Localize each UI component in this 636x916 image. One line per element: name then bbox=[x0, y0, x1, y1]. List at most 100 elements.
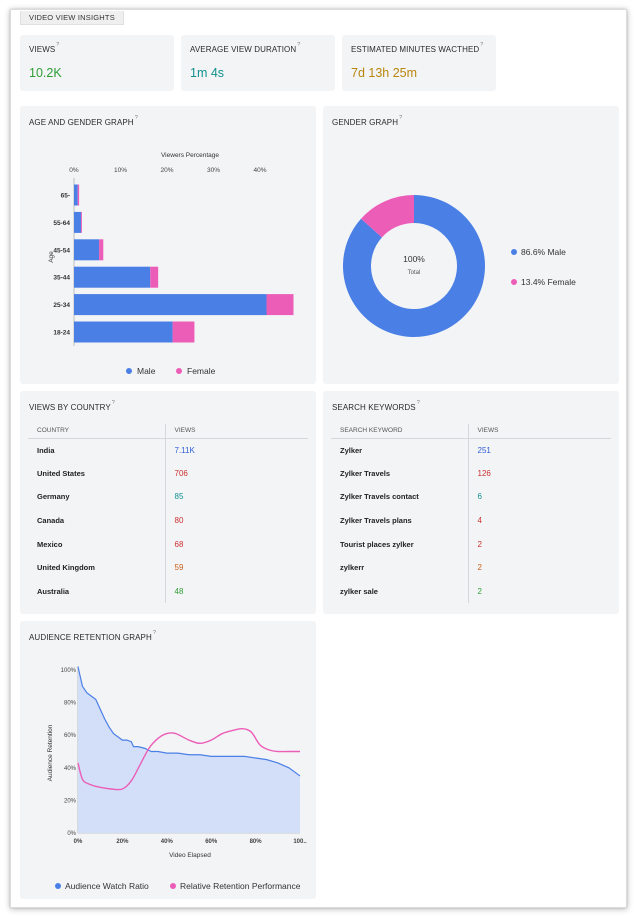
y-axis-label: Age bbox=[48, 251, 55, 263]
legend-label[interactable]: Relative Retention Performance bbox=[180, 881, 301, 891]
help-icon[interactable]: ? bbox=[111, 400, 115, 406]
male-bar[interactable] bbox=[74, 321, 173, 343]
row-name: Tourist places zylker bbox=[331, 532, 469, 556]
row-views: 4 bbox=[477, 516, 482, 526]
table-row[interactable]: zylkerr 2 bbox=[331, 555, 611, 580]
help-icon[interactable]: ? bbox=[416, 400, 420, 406]
legend-label[interactable]: Audience Watch Ratio bbox=[65, 881, 149, 891]
row-views: 7.11K bbox=[174, 445, 195, 455]
search-keywords-card: SEARCH KEYWORDS? SEARCH KEYWORD VIEWS Zy… bbox=[323, 391, 619, 614]
table-row[interactable]: United States 706 bbox=[28, 461, 308, 486]
female-bar[interactable] bbox=[150, 266, 159, 288]
legend-label[interactable]: Female bbox=[187, 366, 216, 376]
table-row[interactable]: Germany 85 bbox=[28, 485, 308, 509]
x-tick-label: 20% bbox=[160, 167, 173, 174]
views-by-country-title: VIEWS BY COUNTRY bbox=[29, 403, 111, 412]
avg-duration-title: AVERAGE VIEW DURATION bbox=[190, 45, 297, 54]
views-card: VIEWS? 10.2K bbox=[20, 35, 174, 91]
row-name: Mexico bbox=[28, 532, 166, 556]
donut-center-value: 100% bbox=[403, 254, 425, 264]
row-name: Zylker Travels bbox=[331, 461, 469, 486]
views-value: 10.2K bbox=[29, 66, 62, 80]
age-gender-card: AGE AND GENDER GRAPH? Viewers Percentage… bbox=[20, 106, 316, 384]
age-category-label: 35-44 bbox=[53, 275, 70, 282]
female-bar[interactable] bbox=[77, 184, 80, 206]
col-views[interactable]: VIEWS bbox=[468, 424, 611, 439]
row-name: United States bbox=[28, 461, 166, 486]
y-tick-label: 80% bbox=[64, 701, 77, 707]
legend-label[interactable]: 13.4% Female bbox=[521, 277, 576, 287]
col-keyword[interactable]: SEARCH KEYWORD bbox=[331, 424, 469, 439]
x-tick-label: 100.. bbox=[293, 839, 307, 845]
help-icon[interactable]: ? bbox=[134, 115, 138, 121]
male-bar[interactable] bbox=[74, 239, 100, 261]
female-bar[interactable] bbox=[80, 211, 82, 233]
table-row[interactable]: Tourist places zylker 2 bbox=[331, 532, 611, 556]
x-tick-label: 60% bbox=[205, 839, 218, 845]
row-name: zylker sale bbox=[331, 579, 469, 604]
female-bar[interactable] bbox=[172, 321, 195, 343]
row-name: Germany bbox=[28, 485, 166, 509]
legend-label[interactable]: 86.6% Male bbox=[521, 247, 566, 257]
col-views[interactable]: VIEWS bbox=[165, 424, 308, 439]
table-row[interactable]: United Kingdom 59 bbox=[28, 555, 308, 580]
table-row[interactable]: Mexico 68 bbox=[28, 532, 308, 556]
male-bar[interactable] bbox=[74, 294, 267, 316]
views-title: VIEWS bbox=[29, 45, 56, 54]
table-row[interactable]: Zylker Travels contact 6 bbox=[331, 485, 611, 509]
donut-center-label: Total bbox=[408, 270, 421, 276]
help-icon[interactable]: ? bbox=[297, 42, 301, 48]
row-views: 2 bbox=[477, 586, 482, 596]
table-row[interactable]: Canada 80 bbox=[28, 508, 308, 533]
legend-label[interactable]: Male bbox=[137, 366, 156, 376]
x-axis-label: Viewers Percentage bbox=[161, 152, 219, 159]
row-views: 706 bbox=[174, 468, 188, 478]
row-views: 85 bbox=[174, 492, 184, 502]
retention-chart: 0% 20% 40% 60% 80% 100% 0% 20% 40% 60% 80% 100.. Vid… bbox=[47, 666, 307, 891]
table-row[interactable]: Zylker Travels plans 4 bbox=[331, 508, 611, 533]
age-category-label: 65- bbox=[61, 193, 70, 200]
age-gender-chart: Viewers Percentage 0% 10% 20% 30% 40% Age 65- 55… bbox=[48, 152, 294, 376]
row-name: India bbox=[28, 438, 166, 462]
male-legend-dot bbox=[511, 249, 517, 255]
avg-duration-value: 1m 4s bbox=[190, 66, 225, 80]
table-row[interactable]: India 7.11K bbox=[28, 438, 308, 462]
female-bar[interactable] bbox=[99, 239, 104, 261]
male-slice[interactable] bbox=[343, 195, 485, 337]
search-keywords-title: SEARCH KEYWORDS bbox=[332, 403, 416, 412]
relative-retention-line[interactable] bbox=[77, 727, 300, 791]
table-row[interactable]: Zylker 251 bbox=[331, 438, 611, 462]
table-row[interactable]: Australia 48 bbox=[28, 579, 308, 604]
y-tick-label: 20% bbox=[64, 798, 77, 804]
male-bar[interactable] bbox=[74, 184, 78, 206]
col-country[interactable]: COUNTRY bbox=[28, 424, 166, 439]
audience-watch-line[interactable] bbox=[77, 666, 301, 777]
row-views: 68 bbox=[174, 539, 184, 549]
female-slice[interactable] bbox=[361, 195, 414, 238]
row-name: Australia bbox=[28, 579, 166, 604]
y-tick-label: 60% bbox=[64, 733, 77, 739]
keyword-table: SEARCH KEYWORD VIEWS Zylker 251 Zylker Tra… bbox=[331, 424, 611, 604]
help-icon[interactable]: ? bbox=[399, 115, 403, 121]
row-views: 2 bbox=[477, 539, 482, 549]
avg-duration-card: AVERAGE VIEW DURATION? 1m 4s bbox=[181, 35, 335, 91]
x-tick-label: 10% bbox=[114, 167, 127, 174]
row-name: Zylker Travels plans bbox=[331, 508, 469, 533]
row-views: 6 bbox=[477, 492, 482, 502]
female-bar[interactable] bbox=[266, 294, 294, 316]
table-row[interactable]: zylker sale 2 bbox=[331, 579, 611, 604]
help-icon[interactable]: ? bbox=[56, 42, 60, 48]
help-icon[interactable]: ? bbox=[152, 630, 157, 636]
male-bar[interactable] bbox=[74, 211, 81, 233]
age-category-label: 45-54 bbox=[53, 247, 70, 254]
row-views: 48 bbox=[174, 586, 184, 596]
row-views: 2 bbox=[477, 563, 482, 573]
male-bar[interactable] bbox=[74, 266, 151, 288]
audience-watch-legend-dot bbox=[55, 883, 61, 889]
insights-frame: VIDEO VIEW INSIGHTS VIEWS? 10.2K AVERAGE… bbox=[10, 9, 627, 908]
minutes-watched-title: ESTIMATED MINUTES WACTHED bbox=[351, 45, 480, 54]
audience-watch-area bbox=[78, 666, 300, 833]
help-icon[interactable]: ? bbox=[480, 42, 484, 48]
table-row[interactable]: Zylker Travels 126 bbox=[331, 461, 611, 486]
row-views: 80 bbox=[174, 516, 184, 526]
